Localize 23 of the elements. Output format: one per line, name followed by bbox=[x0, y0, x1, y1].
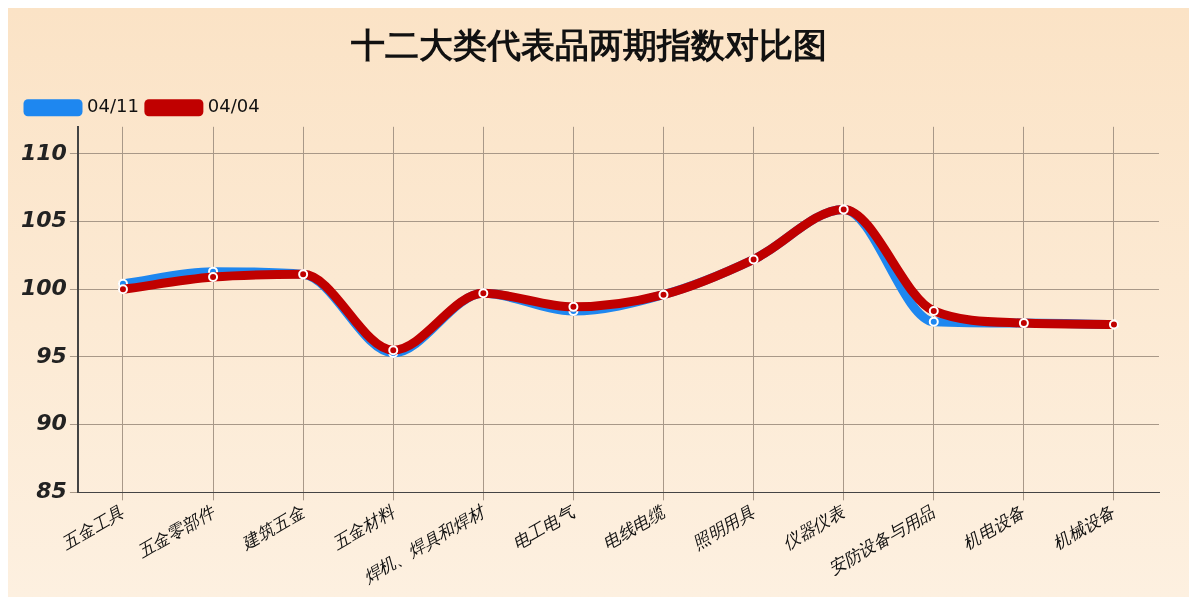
x-tick-label: 电工电气 bbox=[508, 501, 580, 554]
y-tick-label: 110 bbox=[20, 139, 67, 165]
point bbox=[208, 272, 219, 283]
y-tick-label: 105 bbox=[20, 207, 67, 233]
x-tick-label: 五金材料 bbox=[328, 501, 399, 554]
point bbox=[568, 301, 579, 312]
point bbox=[928, 305, 939, 316]
legend-label: 04/04 bbox=[207, 95, 260, 117]
x-tick-label: 照明用具 bbox=[688, 501, 759, 554]
x-tick-label: 五金零部件 bbox=[133, 501, 219, 562]
y-tick-label: 90 bbox=[36, 410, 67, 436]
y-tick-label: 100 bbox=[20, 274, 67, 300]
x-tick-label: 机械设备 bbox=[1049, 501, 1120, 554]
x-tick-label: 五金工具 bbox=[58, 501, 129, 554]
x-tick-label: 电线电缆 bbox=[598, 500, 671, 554]
y-tick-label: 95 bbox=[36, 342, 67, 368]
legend-label: 04/11 bbox=[87, 95, 139, 117]
x-tick-label: 机电设备 bbox=[959, 501, 1029, 554]
chart-title: 十二大类代表品两期指数对比图 bbox=[349, 25, 827, 66]
point bbox=[117, 284, 128, 295]
point bbox=[928, 316, 939, 327]
y-tick-label: 85 bbox=[36, 478, 67, 504]
x-tick-label: 建筑五金 bbox=[237, 501, 310, 554]
